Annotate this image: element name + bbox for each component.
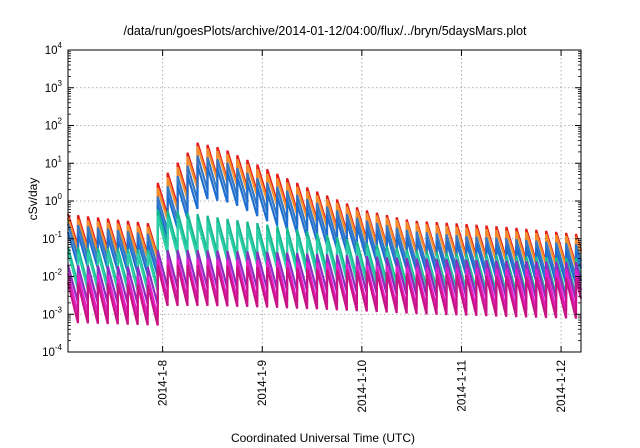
chart-title: /data/run/goesPlots/archive/2014-01-12/0…	[123, 24, 527, 38]
y-tick-label: 10-4	[42, 343, 62, 359]
y-tick-label: 102	[45, 117, 63, 133]
y-tick-label: 104	[45, 41, 63, 57]
series-line	[66, 264, 583, 326]
x-axis-label: Coordinated Universal Time (UTC)	[231, 431, 415, 445]
y-tick-label: 101	[45, 154, 63, 170]
x-tick-label: 2014-1-8	[158, 360, 170, 406]
x-tick-label: 2014-1-12	[556, 360, 568, 412]
y-tick-label: 10-1	[42, 230, 62, 246]
y-tick-label: 10-2	[42, 268, 62, 284]
y-tick-label: 100	[45, 192, 63, 208]
y-axis-label: cSv/day	[26, 178, 40, 221]
x-tick-label: 2014-1-9	[257, 360, 269, 406]
x-tick-label: 2014-1-10	[357, 360, 369, 412]
axis-ticks: 10-4 10-3 10-2 10-1 100 101 102 103 104 2014-1-8 2…	[42, 41, 581, 412]
y-tick-label: 103	[45, 79, 63, 95]
y-tick-label: 10-3	[42, 305, 62, 321]
series-group	[66, 142, 583, 326]
x-tick-label: 2014-1-11	[456, 360, 468, 412]
